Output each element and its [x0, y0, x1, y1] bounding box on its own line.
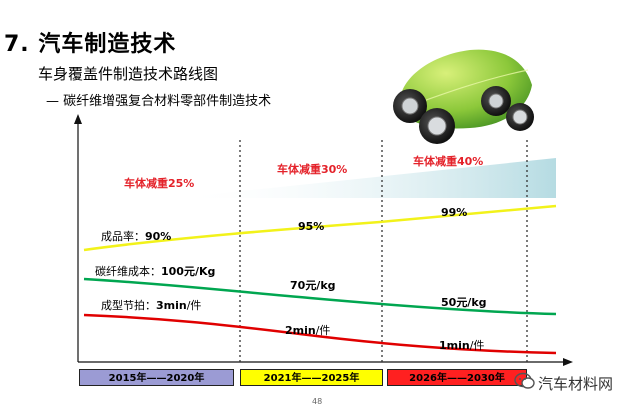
weight-reduction-label-3: 车体减重40% — [413, 155, 484, 168]
cycle-label: 成型节拍：3min/件 — [101, 299, 202, 312]
yield-start-value: 90% — [145, 230, 172, 243]
phase-box-2: 2021年——2025年 — [240, 369, 383, 386]
cost-mid-value: 70元/kg — [290, 279, 336, 292]
section-heading: — 碳纤维增强复合材料零部件制造技术 — [46, 94, 272, 109]
watermark-text: 汽车材料网 — [538, 375, 614, 393]
cost-label: 碳纤维成本：100元/Kg — [95, 265, 216, 278]
yield-trend-line — [83, 204, 557, 252]
phase-box-3: 2026年——2030年 — [387, 369, 527, 386]
wechat-icon — [514, 372, 535, 389]
cost-trend-line — [83, 277, 557, 316]
cycle-mid-value: 2min/件 — [285, 324, 331, 337]
car-leaf-image — [393, 49, 534, 144]
weight-reduction-label-2: 车体减重30% — [277, 163, 348, 176]
cycle-start-value: 3min — [156, 299, 187, 312]
weight-reduction-label-1: 车体减重25% — [124, 177, 195, 190]
phase-box-1: 2015年——2020年 — [79, 369, 234, 386]
cost-start-value: 100 — [161, 265, 184, 278]
axes — [74, 114, 573, 366]
cycle-trend-line — [83, 313, 557, 355]
page-number: 48 — [312, 397, 323, 406]
cost-end-value: 50元/kg — [441, 296, 487, 309]
weight-reduction-wedge — [176, 158, 556, 198]
yield-mid-value: 95% — [298, 220, 325, 233]
cycle-end-value: 1min/件 — [439, 339, 485, 352]
yield-end-value: 99% — [441, 206, 468, 219]
yield-label: 成品率：90% — [101, 230, 172, 243]
subtitle: 车身覆盖件制造技术路线图 — [38, 65, 219, 83]
page-title: 7. 汽车制造技术 — [4, 32, 177, 57]
